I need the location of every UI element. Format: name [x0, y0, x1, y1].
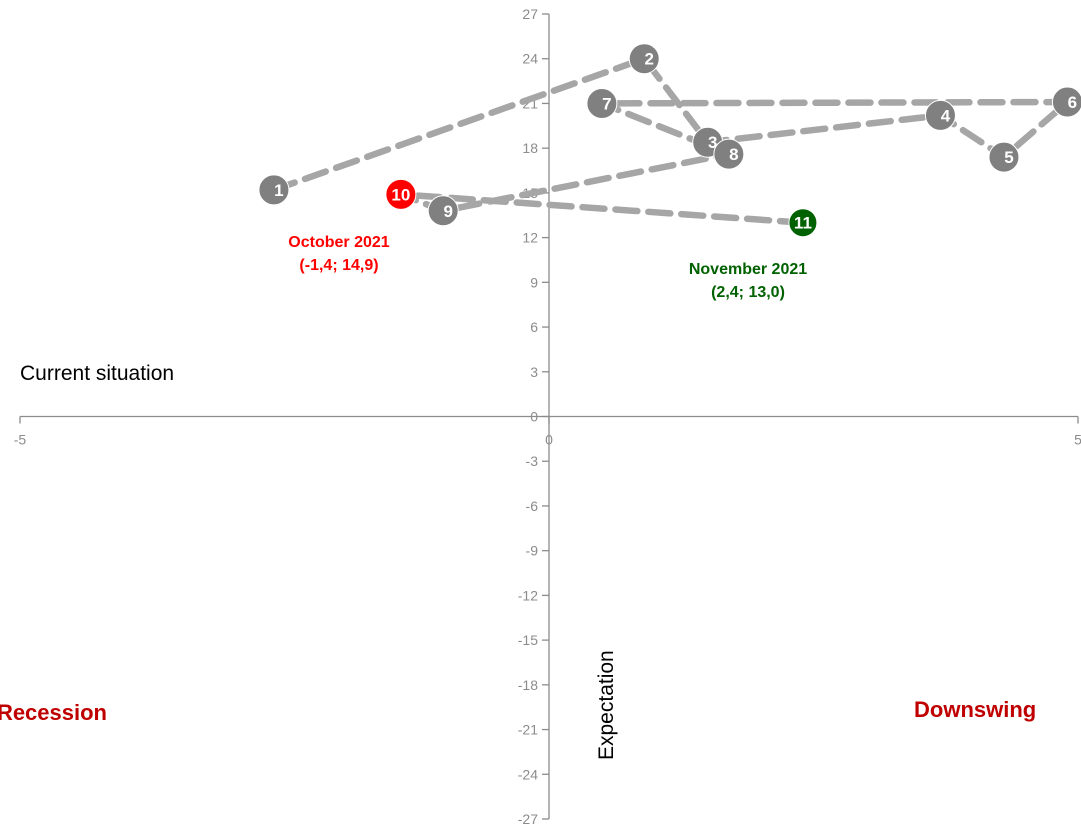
y-axis-title: Expectation — [595, 650, 618, 760]
y-tick-label: -18 — [518, 677, 538, 693]
annotation-november-coords: (2,4; 13,0) — [711, 284, 785, 301]
annotation-november-2021: November 2021 (2,4; 13,0) — [653, 258, 843, 304]
y-tick-label: -24 — [518, 766, 538, 782]
x-tick-label: 5 — [1074, 432, 1081, 448]
annotation-october-2021: October 2021 (-1,4; 14,9) — [259, 231, 419, 277]
x-tick-label: 0 — [545, 432, 553, 448]
y-tick-label: 6 — [530, 319, 538, 335]
quadrant-label-downswing: Downswing — [914, 697, 1037, 722]
data-point-marker — [427, 195, 459, 227]
data-point-marker — [586, 87, 618, 119]
data-point-label: 1 — [274, 181, 283, 200]
y-tick-label: 12 — [522, 230, 538, 246]
data-point-label: 7 — [602, 94, 611, 113]
data-point-marker — [385, 178, 417, 210]
y-tick-label: -9 — [526, 543, 539, 559]
annotation-november-title: November 2021 — [688, 261, 808, 278]
y-tick-label: -12 — [518, 587, 538, 603]
y-tick-label: 24 — [522, 51, 538, 67]
data-point-marker — [628, 43, 660, 75]
y-tick-label: 3 — [530, 364, 538, 380]
data-point-label: 10 — [391, 185, 410, 204]
data-point-marker — [788, 208, 818, 238]
annotation-october-title: October 2021 — [288, 234, 390, 251]
annotation-october-coords: (-1,4; 14,9) — [299, 257, 379, 274]
data-point-marker — [713, 138, 745, 170]
data-point-marker — [924, 99, 956, 131]
data-point-label: 9 — [443, 202, 452, 221]
y-tick-label: -15 — [518, 632, 538, 648]
quadrant-label-recession: Recession — [0, 700, 107, 725]
y-tick-label: 27 — [522, 6, 538, 22]
x-axis-title: Current situation — [20, 362, 175, 385]
y-tick-label: -6 — [526, 498, 539, 514]
data-point-label: 4 — [941, 106, 951, 125]
data-point-label: 8 — [729, 145, 738, 164]
data-point-label: 5 — [1004, 148, 1013, 167]
y-tick-label: 9 — [530, 274, 538, 290]
y-tick-label: 18 — [522, 140, 538, 156]
data-point-marker — [1051, 86, 1081, 118]
y-tick-label: -21 — [518, 722, 538, 738]
y-tick-label: -3 — [526, 453, 539, 469]
data-point-label: 3 — [708, 133, 717, 152]
data-point-marker — [988, 141, 1020, 173]
x-tick-label: -5 — [14, 432, 27, 448]
data-point-label: 6 — [1068, 93, 1077, 112]
data-point-label: 2 — [644, 50, 653, 69]
data-point-marker — [258, 174, 290, 206]
data-point-label: 11 — [794, 214, 812, 233]
y-tick-label: -27 — [518, 811, 538, 827]
y-tick-label: 0 — [530, 409, 538, 425]
